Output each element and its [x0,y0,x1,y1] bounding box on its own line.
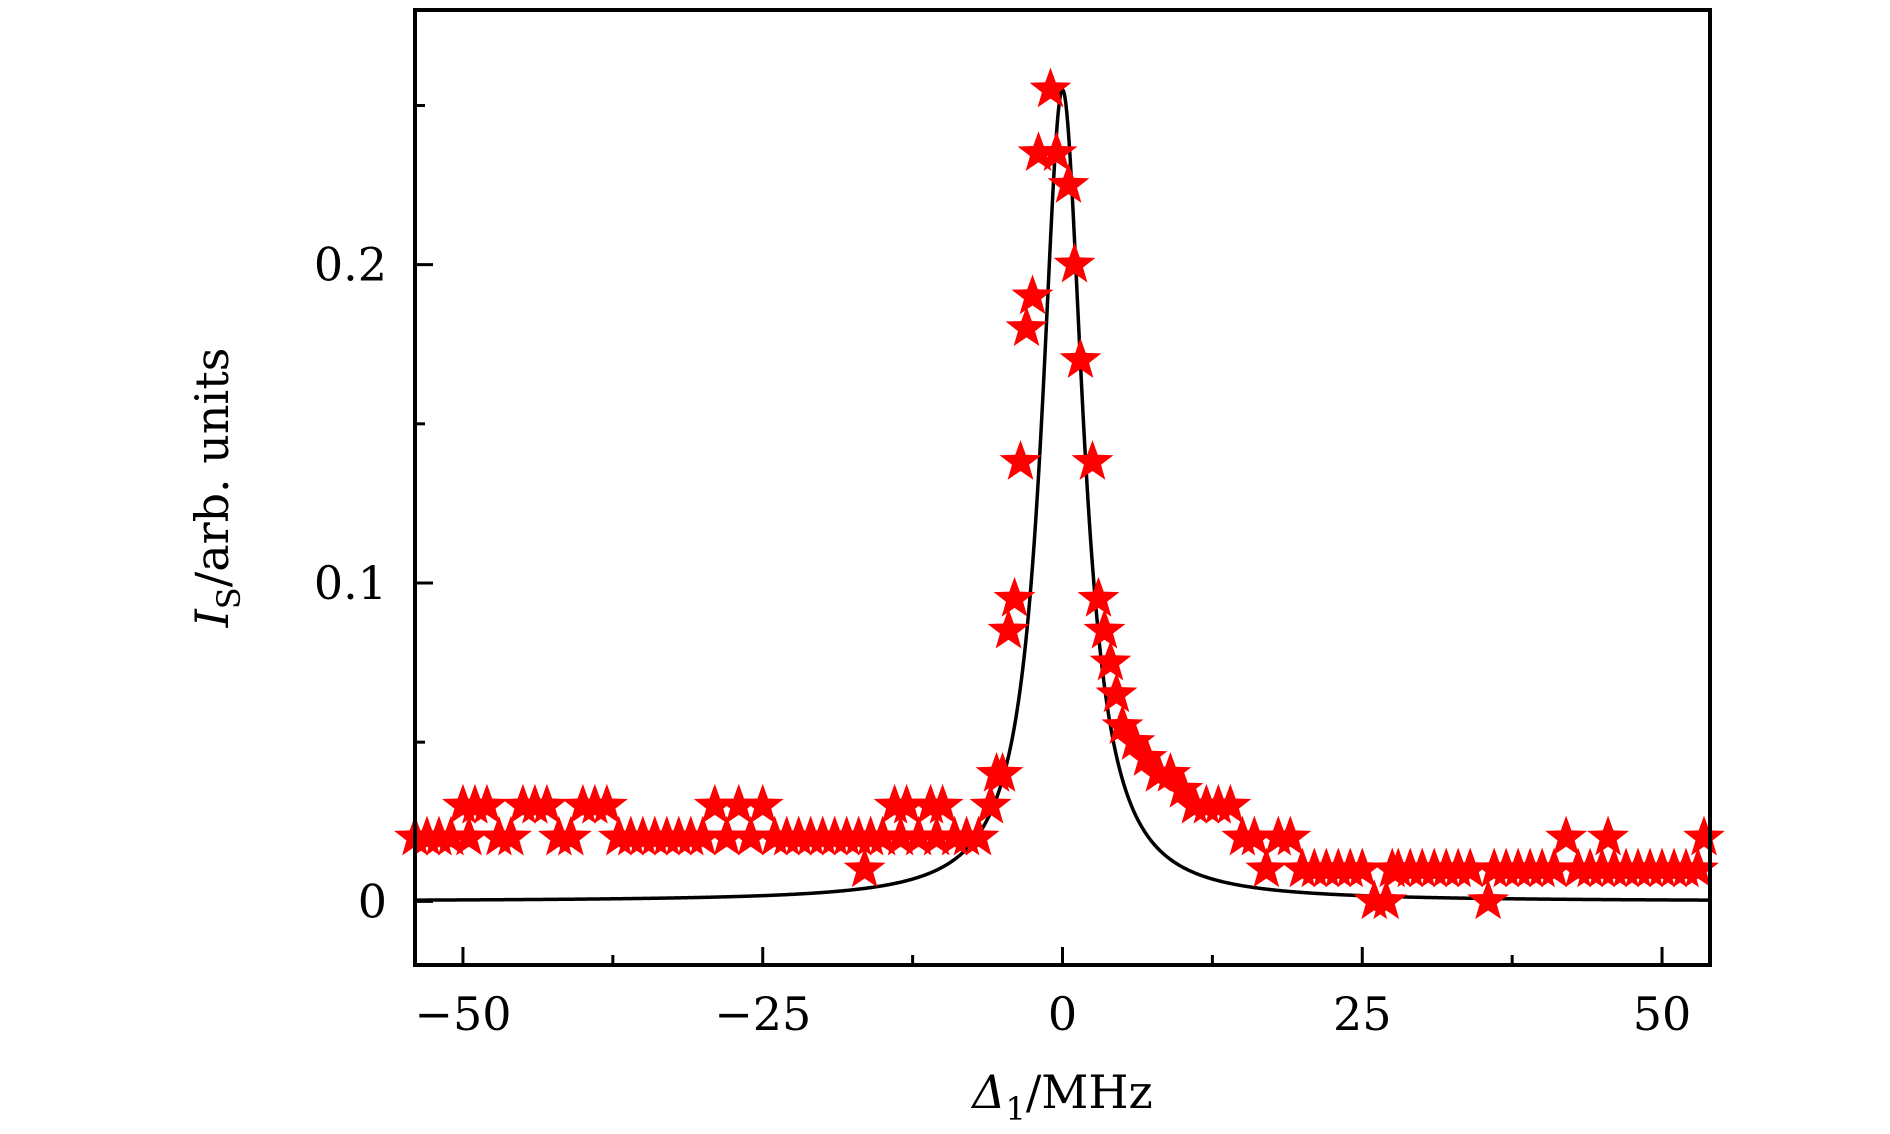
data-point-star [705,815,748,856]
x-tick-label: 0 [1048,987,1077,1041]
data-point-star [861,815,904,856]
x-axis-unit: /MHz [1026,1065,1153,1119]
data-point-star [1533,847,1576,888]
y-axis-symbol: I [185,608,239,628]
data-point-star [969,783,1012,824]
data-point-star [430,815,472,856]
data-point-star [885,783,928,824]
data-point-star [879,815,922,856]
x-tick-label: 25 [1333,987,1392,1041]
data-point-star [1209,783,1252,824]
data-point-star [915,815,958,856]
data-marker-layer [394,67,1725,920]
data-point-star [490,815,532,856]
data-point-star [993,576,1036,617]
y-tick-label: 0.1 [314,556,387,610]
data-point-star [549,815,592,856]
data-point-star [987,608,1030,649]
y-axis-unit: /arb. units [185,348,239,588]
data-point-star [999,440,1042,480]
data-point-star [1683,815,1725,856]
data-point-star [741,783,784,824]
data-point-star [1017,131,1060,172]
data-point-star [1083,608,1126,649]
data-point-star [681,815,724,856]
x-axis-subscript: 1 [1005,1090,1025,1128]
data-point-star [729,815,772,856]
data-point-star [1101,704,1144,745]
x-tick-label: −25 [714,987,811,1041]
data-point-star [957,815,1000,856]
y-tick-label: 0 [358,874,387,928]
data-point-star [921,783,964,824]
data-point-star [693,783,736,824]
data-point-star [1095,672,1138,713]
data-point-star [1245,847,1288,888]
data-point-star [1677,847,1719,888]
data-point-star [1053,242,1096,283]
data-point-star [1089,640,1132,681]
data-point-star [897,815,940,856]
data-point-star [448,815,490,856]
data-point-star [1077,576,1120,617]
data-point-star [1149,752,1192,792]
fit-curve [415,86,1710,902]
data-point-star [1365,879,1408,920]
x-tick-label: −50 [414,987,511,1041]
y-axis-subscript: S [210,587,248,609]
data-point-star [843,847,886,888]
data-point-star [717,783,760,824]
y-tick-label: 0.2 [314,238,387,292]
data-point-star [1545,815,1588,856]
data-point-star [1233,815,1276,856]
data-point-star [1029,67,1072,108]
data-point-star [1005,306,1048,347]
data-point-star [1341,847,1384,888]
data-point-star [585,783,628,824]
data-point-star [1125,736,1168,776]
data-point-star [466,783,508,824]
data-point-star [1587,815,1629,856]
data-point-star [525,783,568,824]
data-point-star [1059,338,1102,378]
data-point-star [1113,720,1156,760]
y-axis-title: IS/arb. units [185,348,248,629]
data-point-star [1047,163,1090,203]
x-axis-title: Δ1/MHz [970,1065,1153,1128]
fit-curve-layer [415,86,1710,902]
x-axis-symbol: Δ [970,1065,1005,1119]
data-point-star [1467,879,1510,920]
axis-ticks [415,104,1664,965]
x-tick-label: 50 [1633,987,1692,1041]
tick-labels: −50 −25 0 25 50 0 0.1 0.2 [314,238,1691,1041]
data-point-star [1161,767,1204,808]
data-point-star [1071,440,1114,480]
data-point-star [981,752,1024,792]
data-point-star [1011,274,1054,315]
data-point-star [1035,131,1078,172]
data-point-star [1449,847,1492,888]
data-point-star [1269,815,1312,856]
